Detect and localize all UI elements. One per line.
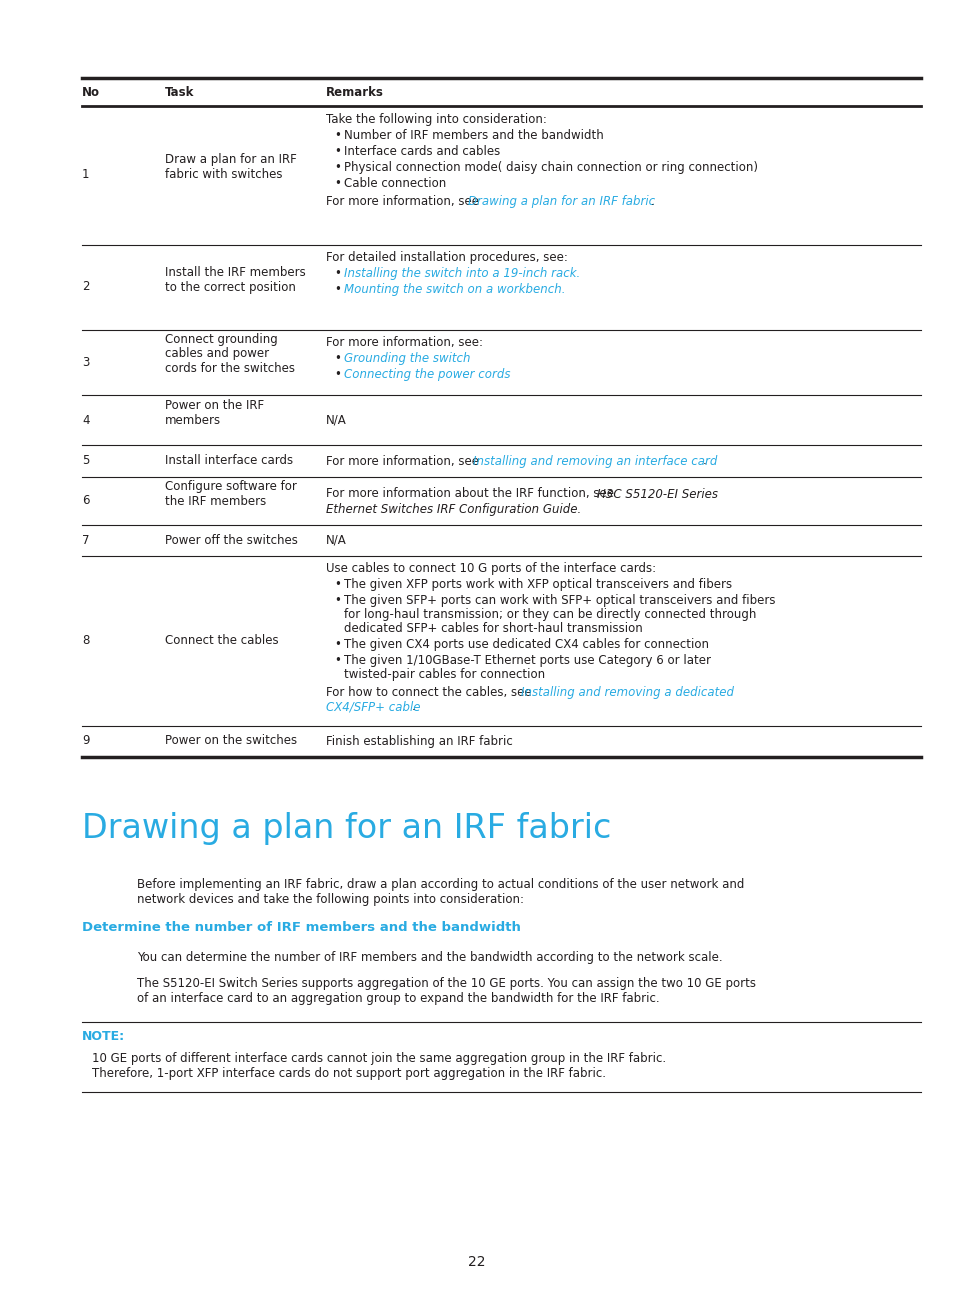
Text: No: No: [82, 86, 100, 98]
Text: Task: Task: [165, 86, 194, 98]
Text: The given SFP+ ports can work with SFP+ optical transceivers and fibers: The given SFP+ ports can work with SFP+ …: [344, 594, 775, 607]
Text: •: •: [334, 638, 340, 651]
Text: 10 GE ports of different interface cards cannot join the same aggregation group : 10 GE ports of different interface cards…: [91, 1052, 665, 1065]
Text: 2: 2: [82, 280, 90, 293]
Text: .: .: [412, 700, 416, 713]
Text: For more information, see: For more information, see: [326, 194, 482, 207]
Text: 22: 22: [468, 1255, 485, 1269]
Text: •: •: [334, 353, 340, 365]
Text: N/A: N/A: [326, 413, 346, 426]
Text: Ethernet Switches IRF Configuration Guide.: Ethernet Switches IRF Configuration Guid…: [326, 504, 580, 517]
Text: Drawing a plan for an IRF fabric: Drawing a plan for an IRF fabric: [468, 194, 655, 207]
Text: The S5120-EI Switch Series supports aggregation of the 10 GE ports. You can assi: The S5120-EI Switch Series supports aggr…: [137, 977, 755, 990]
Text: twisted-pair cables for connection: twisted-pair cables for connection: [344, 667, 544, 680]
Text: •: •: [334, 161, 340, 174]
Text: Draw a plan for an IRF
fabric with switches: Draw a plan for an IRF fabric with switc…: [165, 153, 296, 181]
Text: •: •: [334, 178, 340, 191]
Text: Power on the IRF
members: Power on the IRF members: [165, 399, 264, 426]
Text: 7: 7: [82, 534, 90, 547]
Text: For detailed installation procedures, see:: For detailed installation procedures, se…: [326, 251, 567, 264]
Text: •: •: [334, 283, 340, 295]
Text: Use cables to connect 10 G ports of the interface cards:: Use cables to connect 10 G ports of the …: [326, 562, 656, 575]
Text: The given CX4 ports use dedicated CX4 cables for connection: The given CX4 ports use dedicated CX4 ca…: [344, 638, 708, 651]
Text: For more information, see: For more information, see: [326, 455, 482, 468]
Text: •: •: [334, 130, 340, 143]
Text: Therefore, 1-port XFP interface cards do not support port aggregation in the IRF: Therefore, 1-port XFP interface cards do…: [91, 1067, 605, 1080]
Text: Cable connection: Cable connection: [344, 178, 446, 191]
Text: Grounding the switch: Grounding the switch: [344, 353, 470, 365]
Text: Remarks: Remarks: [326, 86, 383, 98]
Text: dedicated SFP+ cables for short-haul transmission: dedicated SFP+ cables for short-haul tra…: [344, 622, 642, 635]
Text: 9: 9: [82, 735, 90, 748]
Text: Install the IRF members
to the correct position: Install the IRF members to the correct p…: [165, 266, 305, 294]
Text: 8: 8: [82, 635, 90, 648]
Text: •: •: [334, 267, 340, 280]
Text: Connect grounding
cables and power
cords for the switches: Connect grounding cables and power cords…: [165, 333, 294, 376]
Text: Connecting the power cords: Connecting the power cords: [344, 368, 510, 381]
Text: You can determine the number of IRF members and the bandwidth according to the n: You can determine the number of IRF memb…: [137, 951, 721, 964]
Text: .: .: [650, 194, 654, 207]
Text: Power off the switches: Power off the switches: [165, 534, 297, 547]
Text: •: •: [334, 654, 340, 667]
Text: N/A: N/A: [326, 534, 346, 547]
Text: Take the following into consideration:: Take the following into consideration:: [326, 113, 546, 126]
Text: Install interface cards: Install interface cards: [165, 455, 293, 468]
Text: of an interface card to an aggregation group to expand the bandwidth for the IRF: of an interface card to an aggregation g…: [137, 991, 659, 1004]
Text: •: •: [334, 368, 340, 381]
Text: Installing and removing a dedicated: Installing and removing a dedicated: [520, 686, 733, 699]
Text: For more information about the IRF function, see: For more information about the IRF funct…: [326, 487, 618, 500]
Text: H3C S5120-EI Series: H3C S5120-EI Series: [597, 487, 718, 500]
Text: •: •: [334, 594, 340, 607]
Text: Interface cards and cables: Interface cards and cables: [344, 145, 499, 158]
Text: .: .: [702, 455, 706, 468]
Text: Physical connection mode( daisy chain connection or ring connection): Physical connection mode( daisy chain co…: [344, 161, 758, 174]
Text: Determine the number of IRF members and the bandwidth: Determine the number of IRF members and …: [82, 921, 520, 934]
Text: •: •: [334, 578, 340, 591]
Text: The given XFP ports work with XFP optical transceivers and fibers: The given XFP ports work with XFP optica…: [344, 578, 731, 591]
Text: for long-haul transmission; or they can be directly connected through: for long-haul transmission; or they can …: [344, 608, 756, 621]
Text: Drawing a plan for an IRF fabric: Drawing a plan for an IRF fabric: [82, 813, 611, 845]
Text: For how to connect the cables, see: For how to connect the cables, see: [326, 686, 535, 699]
Text: 5: 5: [82, 455, 90, 468]
Text: 3: 3: [82, 355, 90, 368]
Text: NOTE:: NOTE:: [82, 1030, 125, 1043]
Text: Connect the cables: Connect the cables: [165, 635, 278, 648]
Text: Number of IRF members and the bandwidth: Number of IRF members and the bandwidth: [344, 130, 603, 143]
Text: Finish establishing an IRF fabric: Finish establishing an IRF fabric: [326, 735, 512, 748]
Text: Power on the switches: Power on the switches: [165, 735, 296, 748]
Text: Before implementing an IRF fabric, draw a plan according to actual conditions of: Before implementing an IRF fabric, draw …: [137, 877, 743, 892]
Text: 1: 1: [82, 168, 90, 181]
Text: •: •: [334, 145, 340, 158]
Text: Installing the switch into a 19-inch rack.: Installing the switch into a 19-inch rac…: [344, 267, 579, 280]
Text: CX4/SFP+ cable: CX4/SFP+ cable: [326, 700, 420, 713]
Text: The given 1/10GBase-T Ethernet ports use Category 6 or later: The given 1/10GBase-T Ethernet ports use…: [344, 654, 710, 667]
Text: For more information, see:: For more information, see:: [326, 336, 482, 349]
Text: 6: 6: [82, 495, 90, 508]
Text: Mounting the switch on a workbench.: Mounting the switch on a workbench.: [344, 283, 565, 295]
Text: Configure software for
the IRF members: Configure software for the IRF members: [165, 480, 296, 508]
Text: network devices and take the following points into consideration:: network devices and take the following p…: [137, 893, 523, 906]
Text: 4: 4: [82, 413, 90, 426]
Text: Installing and removing an interface card: Installing and removing an interface car…: [473, 455, 717, 468]
